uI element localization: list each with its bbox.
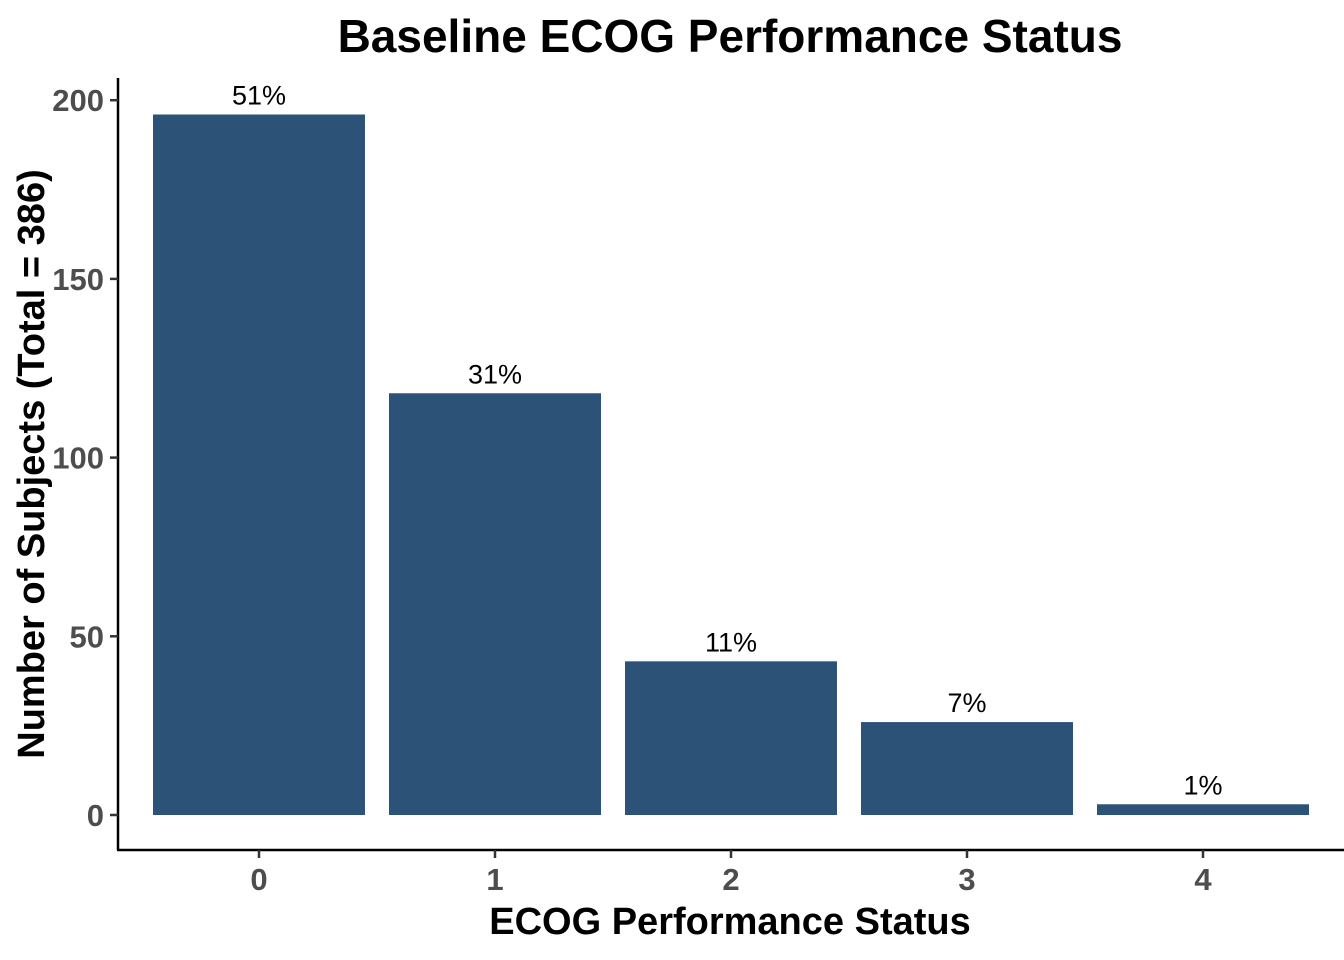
data-label-3: 7% [947,688,986,718]
bar-2 [625,661,837,815]
bar-0 [153,114,365,816]
y-tick-label-50: 50 [70,619,104,654]
y-tick-label-0: 0 [87,798,104,833]
x-axis-title: ECOG Performance Status [489,901,970,943]
y-axis-title: Number of Subjects (Total = 386) [11,169,53,758]
x-tick-label-1: 1 [486,862,503,897]
data-labels-layer: 51% 31% 11% 7% 1% [232,80,1223,800]
data-label-2: 11% [705,627,757,657]
data-label-0: 51% [232,80,286,110]
y-tick-label-200: 200 [52,83,104,118]
bar-1 [389,393,601,815]
y-tick-label-100: 100 [52,441,104,476]
x-tick-label-3: 3 [958,862,975,897]
x-tick-label-2: 2 [722,862,739,897]
y-axis-ticks: 0 50 100 150 200 [52,83,118,833]
x-axis-ticks: 0 1 2 3 4 [250,850,1212,897]
data-label-4: 1% [1183,770,1222,800]
bar-3 [861,722,1073,815]
chart-title: Baseline ECOG Performance Status [338,10,1123,62]
x-tick-label-4: 4 [1194,862,1212,897]
bars-layer [153,114,1309,816]
data-label-1: 31% [468,359,522,389]
x-tick-label-0: 0 [250,862,267,897]
bar-4 [1097,804,1309,815]
y-tick-label-150: 150 [52,262,104,297]
